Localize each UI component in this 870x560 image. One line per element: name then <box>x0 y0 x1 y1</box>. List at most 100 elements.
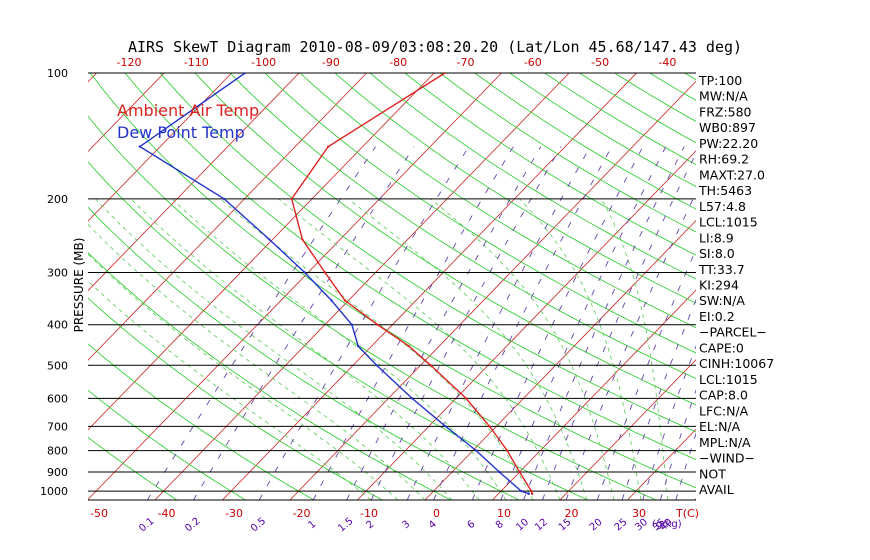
dew-point-point <box>375 364 378 367</box>
air-temp-point <box>407 344 410 348</box>
isotherm-line <box>0 73 29 500</box>
dry-adiabat-line <box>88 206 520 500</box>
dew-point-point <box>138 145 142 148</box>
stat-item: CAPE:0 <box>699 340 744 355</box>
mixing-ratio-tick: 4 <box>427 519 439 532</box>
moist-adiabat-line <box>278 198 561 500</box>
dew-point-point <box>410 397 414 400</box>
stat-item: TP:100 <box>698 73 742 88</box>
isotherm-line <box>424 219 696 500</box>
air-temp-point <box>530 492 534 495</box>
pressure-tick: 100 <box>47 67 68 80</box>
dry-adiabat-line <box>299 73 696 329</box>
dry-adiabat-line <box>88 436 178 500</box>
stat-item: AVAIL <box>699 482 734 497</box>
mixing-ratio-line <box>541 152 696 500</box>
top-temp-tick: -40 <box>658 56 676 69</box>
stat-item: PW:22.20 <box>699 136 758 151</box>
bottom-temp-tick: -30 <box>225 507 243 520</box>
air-temp-point <box>464 397 468 400</box>
dew-point-point <box>444 425 447 428</box>
mixing-ratio-tick: 0.2 <box>183 516 202 535</box>
moist-adiabat-lines <box>88 198 669 500</box>
mixing-ratio-line <box>433 146 613 500</box>
isotherm-line <box>88 73 502 500</box>
dry-adiabat-line <box>88 115 657 500</box>
legend: Ambient Air Temp Dew Point Temp <box>117 101 259 142</box>
mixing-ratio-line <box>406 146 591 500</box>
isobar-lines <box>88 72 696 501</box>
dew-point-point <box>350 323 354 326</box>
air-temp-point <box>301 238 304 241</box>
moist-adiabat-line <box>88 223 426 500</box>
mixing-ratio-tick: 12 <box>533 517 550 534</box>
bottom-temp-tick: -20 <box>293 507 311 520</box>
air-temp-point <box>343 299 347 302</box>
pressure-tick: 300 <box>47 267 68 280</box>
pressure-tick: 700 <box>47 420 68 433</box>
stat-item: TT:33.7 <box>698 262 745 277</box>
stat-item: CAP:8.0 <box>699 388 748 403</box>
mixing-ratio-tick: 0.5 <box>249 516 268 535</box>
dry-adiabat-line <box>264 73 696 354</box>
isotherm-line <box>88 73 435 431</box>
mixing-ratio-line <box>471 146 644 500</box>
dry-adiabat-line <box>124 73 696 461</box>
mixing-ratio-line <box>565 191 696 500</box>
isotherm-line <box>559 359 696 500</box>
isotherm-line <box>289 80 696 500</box>
mixing-ratio-line <box>312 146 514 500</box>
mixing-ratio-tick: 1 <box>307 519 319 532</box>
bottom-temp-tick: 10 <box>497 507 511 520</box>
isotherm-line <box>762 73 870 500</box>
dew-point-point <box>475 449 478 452</box>
bottom-temp-tick: -10 <box>360 507 378 520</box>
dry-adiabat-line <box>229 73 696 380</box>
mixing-ratio-tick: 8 <box>494 519 506 532</box>
stat-item: CINH:10067 <box>699 356 774 371</box>
isotherm-line <box>492 289 696 500</box>
top-temp-tick: -90 <box>322 56 340 69</box>
y-axis-label: PRESSURE (MB) <box>72 238 86 333</box>
mixing-ratio-tick: 10 <box>514 517 531 534</box>
air-temp-point <box>530 489 533 493</box>
mixing-ratio-tick: 3 <box>400 519 412 532</box>
profile-series <box>138 73 534 495</box>
dew-point-point <box>330 299 333 302</box>
pressure-tick: 500 <box>47 359 68 372</box>
stat-item: LCL:1015 <box>699 372 758 387</box>
pressure-tick: 800 <box>47 445 68 458</box>
stat-item: KI:294 <box>699 277 739 292</box>
bottom-temp-tick: 20 <box>565 507 579 520</box>
mixing-ratio-unit-label: (g/kg) <box>652 519 682 530</box>
isotherm-lines <box>0 73 870 500</box>
isotherm-line <box>88 73 367 361</box>
stat-item: LCL:1015 <box>699 215 758 230</box>
dew-point-point <box>520 489 523 493</box>
moist-adiabat-line <box>88 280 372 500</box>
mixing-ratio-tick: 1.5 <box>336 516 355 535</box>
stats-panel: TP:100MW:N/AFRZ:580WB0:897PW:22.20RH:69.… <box>698 73 774 497</box>
stat-item: WB0:897 <box>699 120 756 135</box>
mixing-ratio-tick: 6 <box>466 519 478 532</box>
top-temp-ticks: -120 -110 -100 -90 -80 -70 -60 -50 -40 <box>117 56 677 69</box>
mixing-ratio-tick: 25 <box>613 517 630 534</box>
moist-adiabat-line <box>95 198 453 500</box>
dry-adiabat-line <box>159 73 696 433</box>
chart-title: AIRS SkewT Diagram 2010-08-09/03:08:20.2… <box>128 38 742 56</box>
air-temp-point <box>443 73 447 75</box>
moist-adiabat-line <box>348 198 588 500</box>
dew-point-point <box>243 73 247 75</box>
air-temp-point <box>506 449 509 452</box>
stat-item: EL:N/A <box>699 419 741 434</box>
pressure-tick: 900 <box>47 466 68 479</box>
dry-adiabat-line <box>89 73 696 489</box>
bottom-temp-tick: 0 <box>433 507 440 520</box>
bottom-temp-tick: -50 <box>90 507 108 520</box>
pressure-tick: 400 <box>47 319 68 332</box>
dew-point-point <box>303 271 306 274</box>
dry-adiabat-line <box>88 343 315 500</box>
stat-item: L57:4.8 <box>699 199 746 214</box>
dew-point-point <box>357 344 360 348</box>
